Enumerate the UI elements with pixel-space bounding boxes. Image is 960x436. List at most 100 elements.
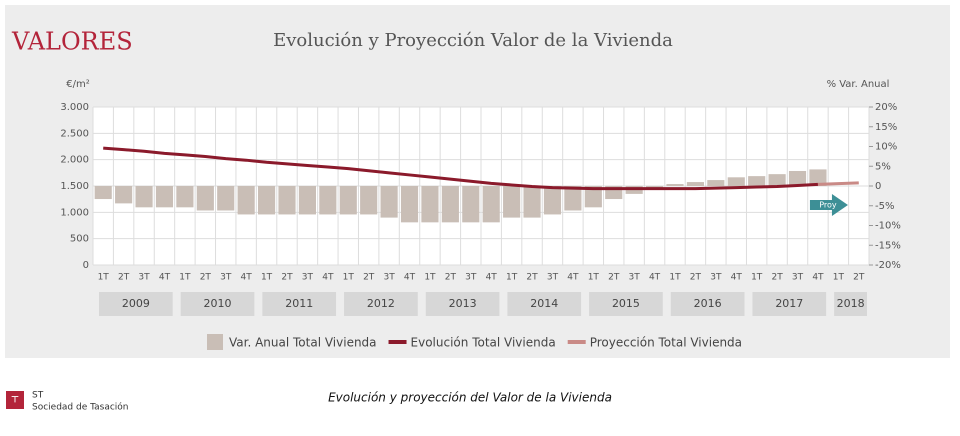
bar [135,186,153,208]
bar [258,186,276,215]
y2-axis-label: % Var. Anual [827,79,890,90]
logo-icon [6,391,24,409]
y-tick-label: 500 [70,234,89,245]
bar [94,186,112,200]
x-tick-label: 2T [118,273,130,283]
year-box [507,292,582,316]
x-tick-label: 3T [710,273,722,283]
bar [707,180,725,186]
y-tick-label: 3.000 [60,102,89,113]
x-tick-label: 1T [98,273,110,283]
x-tick-label: 3T [220,273,232,283]
y2-tick-label: 15% [875,122,897,133]
y-axis-label: €/m² [66,79,89,90]
x-tick-label: 3T [792,273,804,283]
x-tick-label: 1T [833,273,845,283]
year-box [344,292,418,316]
x-tick-label: 3T [547,273,559,283]
bar [298,186,316,215]
bar [788,170,807,186]
x-tick-label: 3T [465,273,477,283]
bar [686,182,704,186]
x-tick-label: 2T [526,273,538,283]
brand: VALORES [11,28,133,56]
y2-tick-label: 10% [875,142,897,153]
y-tick-label: 1.500 [60,181,89,192]
x-tick-label: 4T [486,273,498,283]
logo-mark: ⊤ [11,396,19,406]
bar [564,186,582,211]
x-tick-label: 2T [771,273,783,283]
bar [380,186,398,218]
year-label: 2016 [694,297,722,310]
year-box [589,292,663,316]
bar [727,177,745,186]
year-box [425,292,500,316]
year-label: 2010 [204,297,232,310]
x-tick-label: 1T [669,273,681,283]
bar [115,186,133,204]
x-tick-label: 1T [424,273,436,283]
x-tick-label: 1T [261,273,273,283]
x-tick-label: 2T [281,273,293,283]
bar [462,186,480,223]
bar [360,186,378,215]
x-tick-label: 4T [404,273,416,283]
bar [319,186,337,215]
y-tick-label: 0 [83,260,89,271]
x-tick-label: 3T [629,273,641,283]
bar [441,186,459,223]
x-tick-label: 4T [241,273,253,283]
x-tick-label: 4T [322,273,334,283]
caption: Evolución y proyección del Valor de la V… [328,391,612,405]
bar [217,186,235,211]
x-tick-label: 2T [853,273,865,283]
legend-label: Var. Anual Total Vivienda [229,336,377,350]
year-label: 2009 [122,297,150,310]
year-label: 2011 [285,297,313,310]
year-box [834,292,867,316]
bar [584,186,602,208]
company-name: Sociedad de Tasación [32,402,129,413]
bar [421,186,439,223]
y2-tick-label: 5% [875,161,891,172]
legend-swatch [388,340,407,344]
bar [523,186,541,218]
year-label: 2015 [612,297,640,310]
annotation: Proy [819,201,837,210]
year-label: 2013 [449,297,477,310]
bar [482,186,500,223]
line [103,146,819,191]
bar [748,176,766,186]
year-box [262,292,337,316]
year-box [99,292,173,316]
x-tick-label: 1T [506,273,518,283]
y-tick-label: 2.500 [60,128,89,139]
year-label: 2017 [775,297,803,310]
bar [543,186,562,215]
y2-tick-label: -15% [875,240,901,251]
x-tick-label: 4T [567,273,579,283]
line [817,181,859,186]
x-tick-label: 3T [302,273,314,283]
bar [339,186,357,215]
y2-tick-label: 20% [875,102,897,113]
x-tick-label: 1T [343,273,355,283]
x-tick-label: 4T [159,273,171,283]
x-tick-label: 3T [383,273,395,283]
bar [503,186,521,218]
x-tick-label: 1T [588,273,600,283]
y2-tick-label: -20% [875,260,901,271]
bar [196,186,214,211]
x-tick-label: 1T [751,273,763,283]
x-tick-label: 4T [812,273,824,283]
bar [809,169,827,186]
year-label: 2014 [530,297,558,310]
y-tick-label: 2.000 [60,155,89,166]
legend-swatch [207,334,223,350]
legend-swatch [567,340,586,344]
bar [768,174,786,186]
bar [155,186,174,208]
x-tick-label: 2T [363,273,375,283]
